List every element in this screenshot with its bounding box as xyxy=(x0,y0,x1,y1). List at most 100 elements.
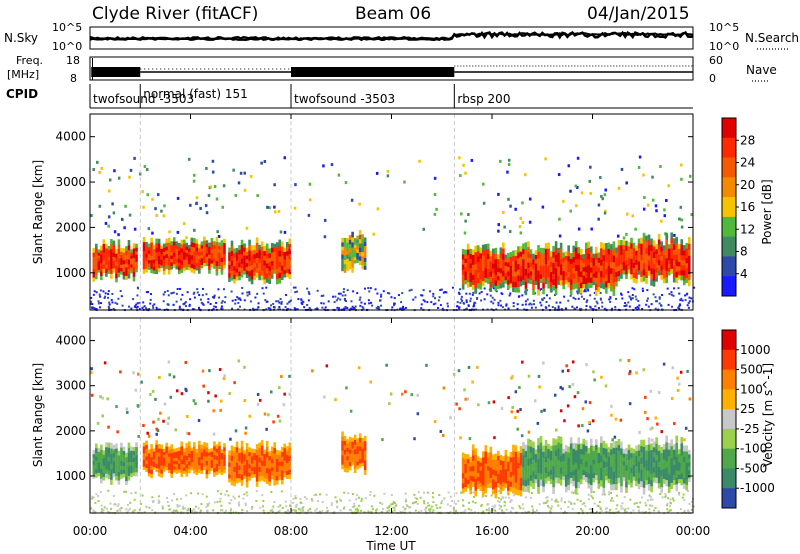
echo-cell xyxy=(532,476,535,484)
echo-cell xyxy=(522,263,525,270)
echo-cell xyxy=(122,458,126,463)
echo-cell xyxy=(577,475,581,483)
scatter-point xyxy=(178,305,181,308)
echo-cell xyxy=(484,445,488,452)
scatter-point xyxy=(432,509,435,512)
echo-cell xyxy=(238,262,241,268)
scatter-point xyxy=(184,387,187,391)
scatter-point xyxy=(222,288,225,291)
echo-cell xyxy=(172,457,176,461)
echo-cell xyxy=(569,465,573,473)
echo-cell xyxy=(127,447,131,453)
echo-cell xyxy=(275,475,279,481)
echo-cell xyxy=(268,248,271,254)
echo-cell xyxy=(283,255,287,260)
scatter-point xyxy=(229,509,232,512)
echo-cell xyxy=(215,444,219,449)
scatter-point xyxy=(301,303,304,306)
scatter-point xyxy=(490,494,493,497)
echo-cell xyxy=(517,489,520,496)
echo-cell xyxy=(165,456,168,461)
echo-cell xyxy=(655,276,658,282)
scatter-point xyxy=(583,297,586,300)
scatter-point xyxy=(133,227,137,231)
echo-cell xyxy=(622,248,626,254)
echo-cell xyxy=(102,472,106,477)
echo-cell xyxy=(190,237,194,243)
echo-cell xyxy=(115,466,118,472)
echo-cell xyxy=(115,257,118,262)
echo-cell xyxy=(107,442,111,448)
echo-cell xyxy=(263,457,266,463)
echo-cell xyxy=(476,456,480,461)
scatter-point xyxy=(214,394,217,398)
echo-cell xyxy=(100,473,103,479)
echo-cell xyxy=(617,471,621,478)
scatter-point xyxy=(351,493,354,496)
scatter-point xyxy=(527,430,531,434)
scatter-point xyxy=(501,306,504,309)
echo-cell xyxy=(235,446,239,453)
echo-cell xyxy=(250,250,254,256)
echo-cell xyxy=(597,467,601,474)
scatter-point xyxy=(516,307,519,310)
scatter-point xyxy=(390,494,393,497)
echo-cell xyxy=(95,443,98,449)
scatter-point xyxy=(241,508,244,511)
scatter-point xyxy=(468,437,472,441)
colorbar-cell xyxy=(722,118,736,139)
echo-cell xyxy=(160,456,163,462)
echo-cell xyxy=(685,445,689,452)
scatter-point xyxy=(424,508,427,511)
scatter-point xyxy=(551,306,554,309)
scatter-point xyxy=(610,491,613,494)
echo-cell xyxy=(120,442,123,448)
echo-cell xyxy=(265,446,269,453)
scatter-point xyxy=(495,308,498,311)
echo-cell xyxy=(539,273,543,279)
echo-cell xyxy=(466,458,470,464)
scatter-point xyxy=(679,508,682,511)
scatter-point xyxy=(604,209,607,213)
echo-cell xyxy=(105,464,108,470)
echo-cell xyxy=(466,259,470,266)
scatter-point xyxy=(335,299,338,302)
echo-cell xyxy=(667,442,671,450)
scatter-point xyxy=(288,301,291,304)
echo-cell xyxy=(240,479,244,486)
echo-cell xyxy=(150,473,153,479)
echo-cell xyxy=(572,278,575,285)
scatter-point xyxy=(499,505,502,508)
echo-cell xyxy=(182,255,186,260)
scatter-point xyxy=(660,219,663,223)
echo-cell xyxy=(657,455,661,462)
echo-cell xyxy=(258,249,261,255)
scatter-point xyxy=(212,432,216,436)
echo-cell xyxy=(110,479,113,485)
scatter-point xyxy=(125,407,129,411)
echo-cell xyxy=(100,463,103,470)
echo-cell xyxy=(253,463,256,468)
scatter-point xyxy=(658,297,661,300)
echo-cell xyxy=(260,274,264,281)
echo-cell xyxy=(461,472,465,479)
echo-cell xyxy=(650,256,653,263)
echo-cell xyxy=(514,270,518,277)
echo-cell xyxy=(685,478,689,485)
echo-cell xyxy=(157,242,161,248)
scatter-point xyxy=(642,173,645,177)
scatter-point xyxy=(501,509,504,512)
echo-cell xyxy=(230,474,234,481)
scatter-point xyxy=(138,508,141,511)
echo-cell xyxy=(610,460,613,467)
echo-cell xyxy=(177,262,181,267)
scatter-point xyxy=(105,507,108,510)
echo-cell xyxy=(544,472,548,479)
scatter-point xyxy=(125,508,128,511)
scatter-point xyxy=(438,296,441,299)
scatter-point xyxy=(593,502,596,505)
echo-cell xyxy=(474,460,478,467)
echo-cell xyxy=(657,471,661,478)
echo-cell xyxy=(162,468,166,472)
scatter-point xyxy=(670,502,673,505)
